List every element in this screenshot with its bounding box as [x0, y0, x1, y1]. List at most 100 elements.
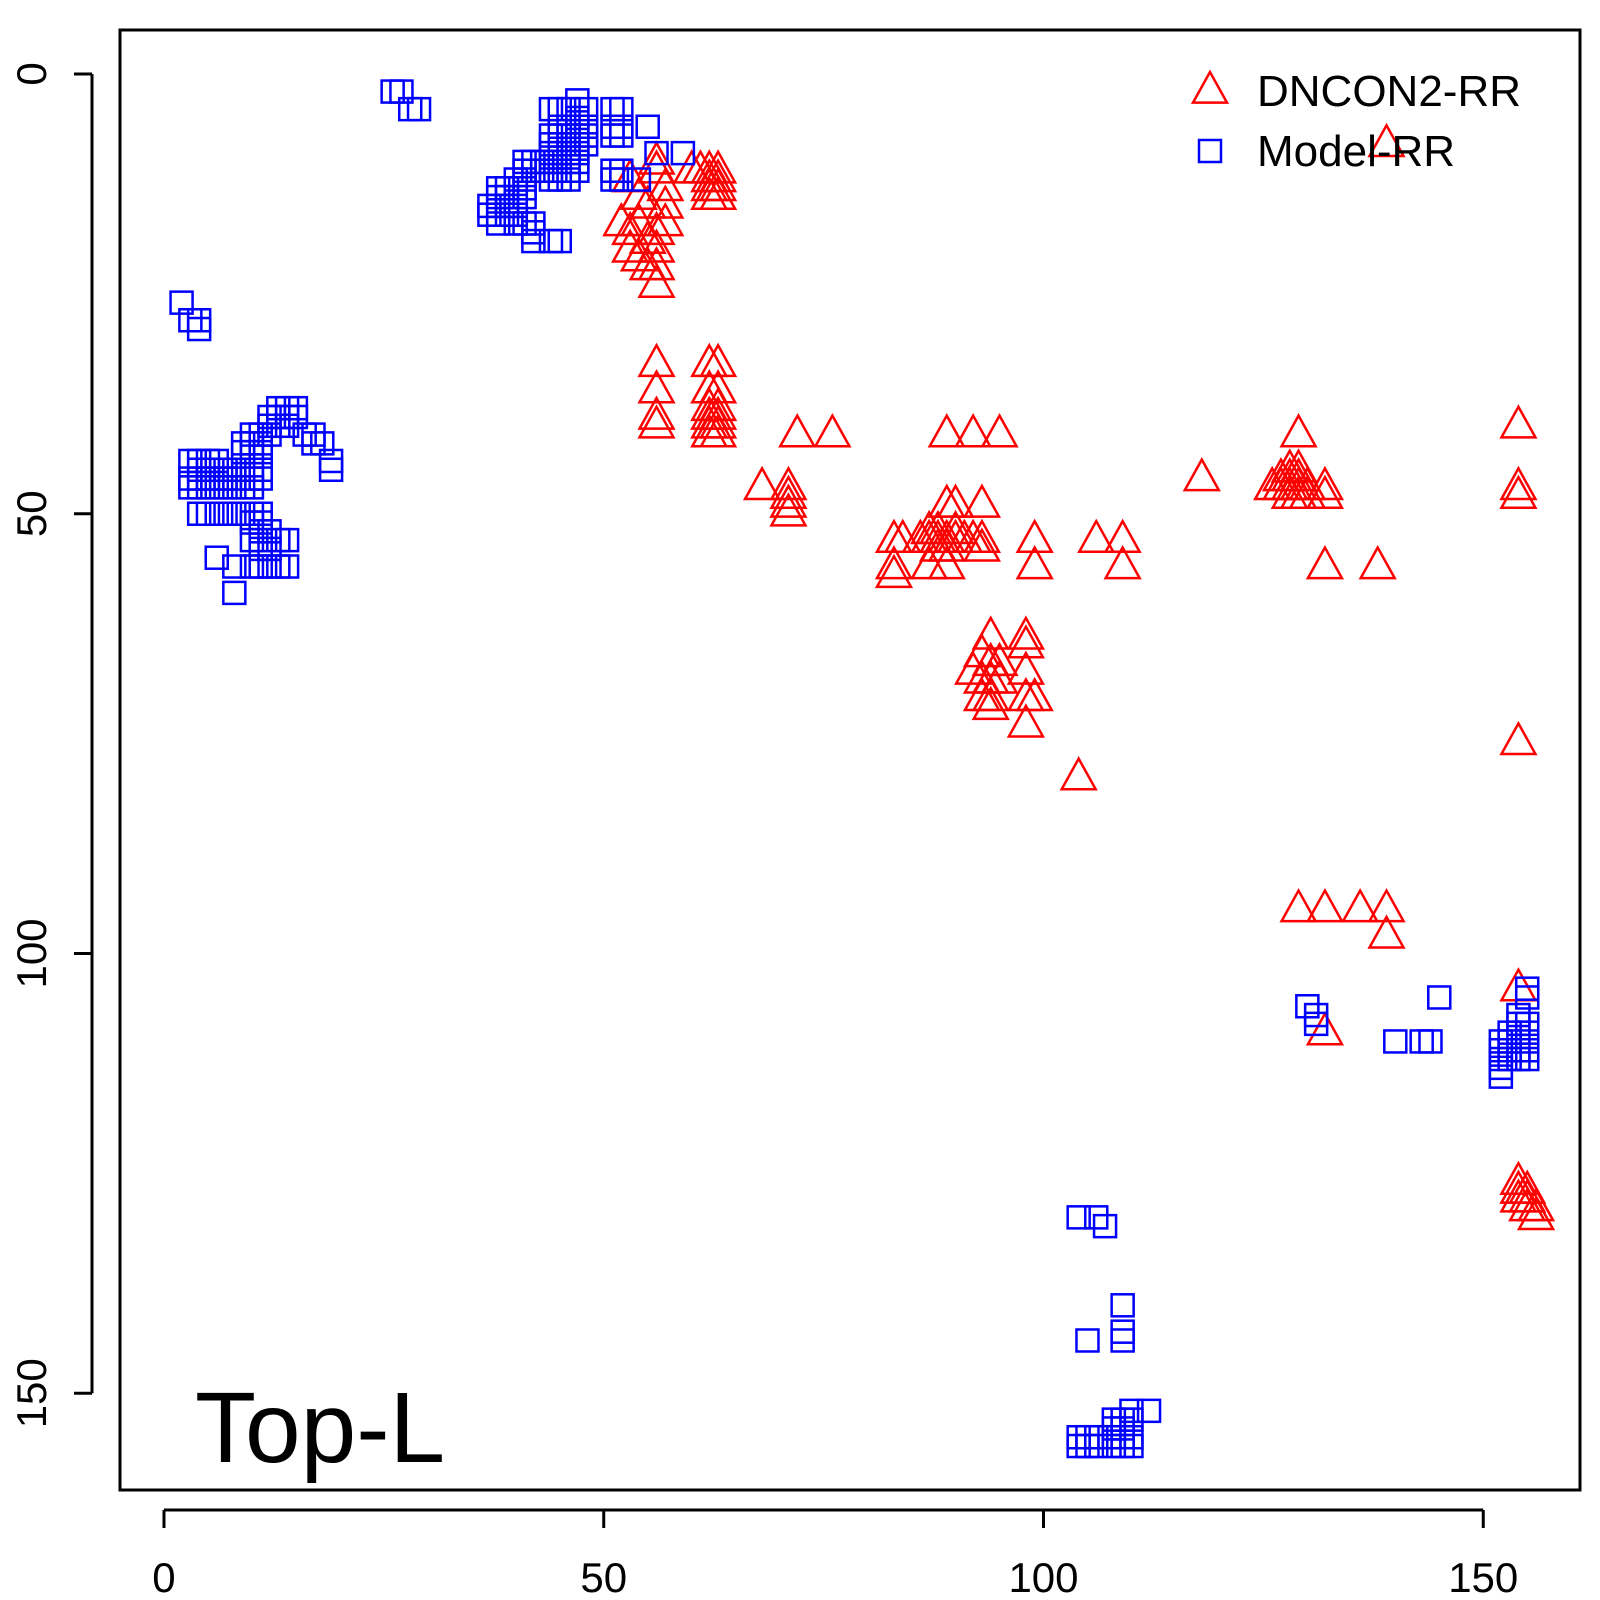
- data-point: [971, 676, 1010, 712]
- data-point: [637, 149, 676, 184]
- data-point: [1514, 985, 1540, 1010]
- data-point: [628, 219, 667, 254]
- data-point: [637, 210, 676, 246]
- legend-marker: [1190, 69, 1230, 104]
- data-point: [485, 211, 511, 236]
- y-tick-label: 0: [8, 62, 55, 85]
- data-point: [619, 201, 659, 237]
- data-point: [248, 466, 273, 491]
- data-point: [646, 201, 685, 237]
- data-point: [565, 88, 590, 113]
- data-point: [637, 342, 676, 378]
- data-point: [962, 518, 1002, 553]
- data-point: [1499, 1160, 1538, 1196]
- data-point: [1092, 1213, 1118, 1239]
- data-point: [1367, 914, 1406, 949]
- data-point: [1295, 994, 1320, 1019]
- y-tick-label: 100: [8, 918, 55, 988]
- data-point: [769, 474, 808, 510]
- data-point: [547, 228, 573, 254]
- data-point: [1279, 448, 1318, 483]
- legend-marker: [1197, 138, 1223, 164]
- data-point: [1305, 465, 1345, 501]
- data-point: [698, 342, 738, 378]
- data-point: [204, 545, 229, 570]
- data-point: [1499, 967, 1538, 1002]
- data-point: [274, 527, 300, 553]
- data-point: [1279, 887, 1318, 923]
- data-point: [1516, 1187, 1556, 1222]
- data-point: [1066, 1205, 1091, 1230]
- data-point: [239, 475, 265, 500]
- data-point: [962, 527, 1002, 562]
- data-point: [1499, 465, 1538, 501]
- data-point: [1499, 720, 1538, 756]
- data-point: [1084, 1205, 1109, 1230]
- data-point: [1006, 624, 1046, 659]
- x-tick-label: 50: [580, 1554, 627, 1600]
- data-point: [962, 483, 1002, 518]
- data-point: [635, 114, 660, 139]
- data-point: [619, 175, 659, 210]
- data-point: [1499, 474, 1538, 510]
- data-point: [626, 167, 652, 192]
- legend-label: DNCON2-RR: [1257, 67, 1521, 116]
- data-point: [573, 96, 599, 122]
- data-point: [874, 553, 914, 589]
- data-point: [1303, 1011, 1329, 1037]
- data-point: [637, 245, 676, 281]
- plot-frame: [118, 28, 1582, 1492]
- data-point: [1075, 1433, 1100, 1459]
- data-point: [927, 544, 966, 580]
- data-point: [1367, 887, 1406, 923]
- data-point: [646, 166, 685, 202]
- y-axis: 0 50 100 150: [8, 62, 94, 1428]
- data-point: [556, 96, 581, 122]
- legend-label: Model-RR: [1257, 127, 1455, 176]
- data-point: [698, 369, 738, 404]
- data-point: [1499, 404, 1538, 439]
- data-point: [813, 413, 852, 448]
- data-point: [1182, 457, 1221, 492]
- data-point: [971, 615, 1010, 650]
- data-point: [698, 395, 738, 430]
- data-point: [609, 167, 634, 192]
- data-point: [1508, 1169, 1547, 1204]
- data-point: [1383, 1029, 1408, 1054]
- data-point: [698, 157, 738, 193]
- data-point: [962, 632, 1002, 668]
- data-point: [646, 184, 685, 219]
- x-tick-label: 150: [1448, 1554, 1518, 1600]
- data-point: [769, 492, 808, 527]
- data-point: [1340, 887, 1380, 923]
- panel-label: Top-L: [195, 1372, 445, 1484]
- data-point: [1516, 1195, 1556, 1231]
- series-model-rr: [169, 79, 1540, 1459]
- data-point: [927, 413, 966, 448]
- data-point: [742, 465, 782, 501]
- data-point: [1499, 1178, 1538, 1213]
- data-point: [1084, 1433, 1109, 1459]
- data-point: [610, 210, 650, 246]
- data-point: [222, 554, 247, 579]
- data-point: [936, 509, 975, 545]
- data-point: [927, 527, 966, 562]
- data-point: [1119, 1407, 1144, 1432]
- data-point: [222, 580, 247, 606]
- data-point: [1015, 676, 1054, 712]
- data-point: [1409, 1029, 1434, 1054]
- data-point: [186, 316, 212, 342]
- data-point: [1427, 985, 1452, 1010]
- data-point: [874, 544, 914, 580]
- data-point: [980, 413, 1019, 448]
- data-point: [1110, 1293, 1135, 1318]
- y-tick-label: 150: [8, 1358, 55, 1428]
- data-point: [698, 413, 738, 448]
- data-point: [512, 184, 537, 210]
- data-point: [169, 290, 194, 315]
- data-point: [239, 510, 265, 535]
- data-point: [954, 413, 993, 448]
- data-point: [1367, 122, 1406, 158]
- x-axis: 0 50 100 150: [152, 1508, 1518, 1600]
- data-point: [1288, 474, 1327, 510]
